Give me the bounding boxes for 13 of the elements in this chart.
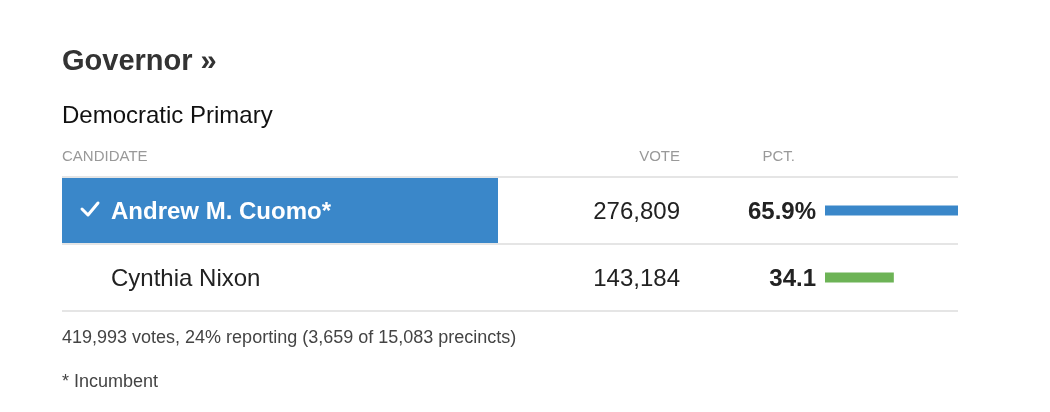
text: VOTE	[639, 147, 680, 164]
text: PCT.	[762, 147, 795, 164]
text: CANDIDATE	[62, 147, 148, 164]
text: 419,993 votes, 24% reporting (3,659 of 15,083 precincts)	[62, 327, 517, 347]
text: Governor »	[62, 44, 217, 76]
data-label: 65.9%	[747, 196, 816, 224]
y-tick-label: Cynthia Nixon	[111, 263, 261, 291]
text: 276,809	[593, 196, 680, 224]
y-tick-label: Andrew M. Cuomo*	[111, 196, 332, 224]
data-label: 34.1	[769, 263, 816, 291]
text: Democratic Primary	[62, 101, 273, 128]
text: * Incumbent	[62, 371, 159, 391]
text: 143,184	[593, 263, 680, 291]
